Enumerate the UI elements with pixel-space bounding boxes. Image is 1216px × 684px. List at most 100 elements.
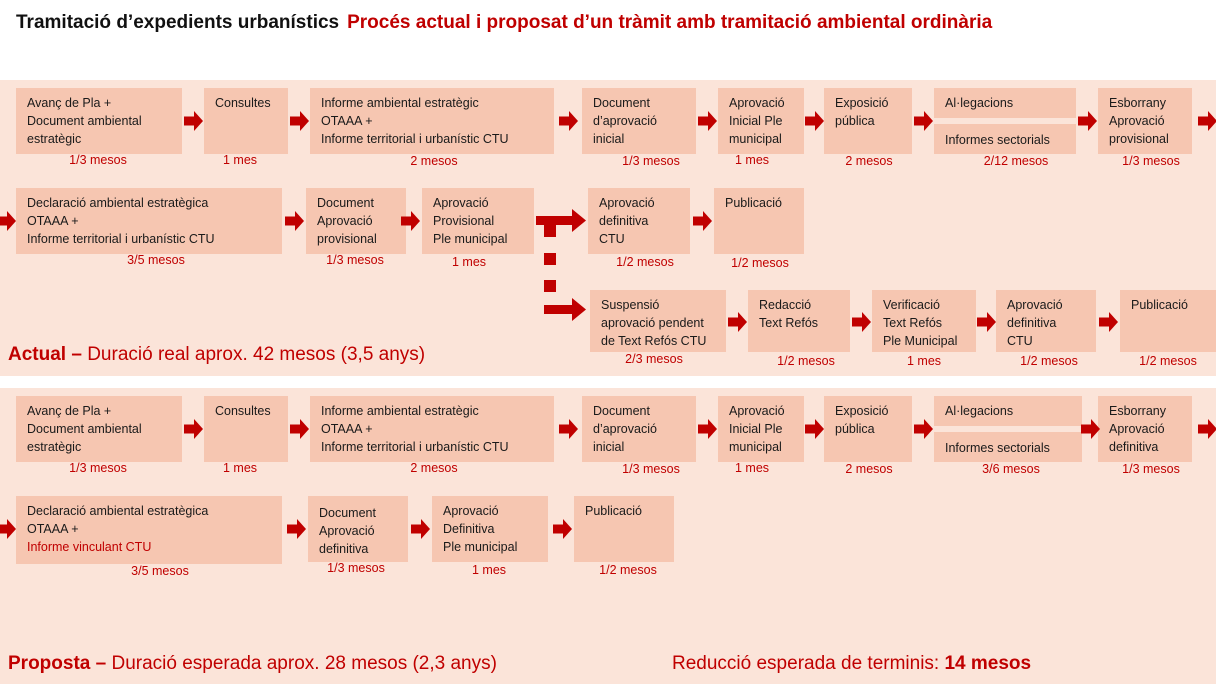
actual-dur-avanc: 1/3 mesos	[69, 153, 127, 167]
actual-dur-suspensio: 2/3 mesos	[625, 352, 683, 366]
actual-step-aprovacio-definitiva-ctu: Aprovació definitiva CTU	[588, 188, 690, 254]
arrow-icon	[401, 211, 420, 231]
proposta-label-bold: Proposta –	[8, 653, 107, 674]
arrow-icon	[698, 419, 717, 439]
page-title: Tramitació d’expedients urbanístics Procé…	[16, 12, 992, 34]
actual-step-aprovacio-provisional: Aprovació Provisional Ple municipal	[422, 188, 534, 254]
reduction-text: Reducció esperada de terminis:	[672, 653, 945, 674]
actual-step-aprovacio-definitiva-ctu-2: Aprovació definitiva CTU	[996, 290, 1096, 352]
proposta-dur-document-definitiva: 1/3 mesos	[327, 561, 385, 575]
actual-step-declaracio: Declaració ambiental estratègica OTAAA +…	[16, 188, 282, 254]
arrow-icon	[693, 211, 712, 231]
title-main: Tramitació d’expedients urbanístics	[16, 12, 340, 33]
proposta-step-consultes: Consultes	[204, 396, 288, 462]
actual-dur-consultes: 1 mes	[222, 153, 258, 167]
arrow-icon	[914, 111, 933, 131]
actual-dur-informe: 2 mesos	[410, 154, 458, 168]
actual-dur-allegacions: 2/12 mesos	[983, 154, 1049, 168]
actual-dur-aprovacio-provisional: 1 mes	[451, 255, 487, 269]
actual-dur-publicacio: 1/2 mesos	[731, 256, 789, 270]
proposta-dur-declaracio: 3/5 mesos	[131, 564, 189, 578]
actual-step-informes-sectorials: Informes sectorials	[934, 124, 1076, 154]
actual-dur-esborrany: 1/3 mesos	[1122, 154, 1180, 168]
arrow-icon	[553, 519, 572, 539]
title-sub: Procés actual i proposat d’un tràmit amb…	[347, 12, 993, 33]
arrow-icon	[572, 209, 586, 232]
proposta-dur-aprovacio-definitiva: 1 mes	[471, 563, 507, 577]
arrow-icon	[1078, 111, 1097, 131]
dash-segment	[544, 280, 556, 292]
actual-label-text: Duració real aprox. 42 mesos (3,5 anys)	[81, 344, 426, 365]
actual-step-consultes: Consultes	[204, 88, 288, 154]
proposta-dur-esborrany: 1/3 mesos	[1122, 462, 1180, 476]
dash-segment	[544, 253, 556, 265]
actual-step-redaccio: Redacció Text Refós	[748, 290, 850, 352]
arrow-icon	[1198, 111, 1216, 131]
proposta-step-esborrany: Esborrany Aprovació definitiva	[1098, 396, 1192, 462]
arrow-icon	[0, 211, 16, 231]
arrow-icon	[1081, 419, 1100, 439]
proposta-step-exposicio: Exposició pública	[824, 396, 912, 462]
proposta-step-document-aprovacio-inicial: Document d’aprovació inicial	[582, 396, 696, 462]
proposta-dur-publicacio: 1/2 mesos	[599, 563, 657, 577]
proposta-dur-consultes: 1 mes	[222, 461, 258, 475]
actual-dur-aprovacio-definitiva-2: 1/2 mesos	[1020, 354, 1078, 368]
actual-dur-document-provisional: 1/3 mesos	[326, 253, 384, 267]
arrow-icon	[290, 111, 309, 131]
arrow-icon	[411, 519, 430, 539]
actual-label: Actual – Duració real aprox. 42 mesos (3…	[8, 344, 425, 366]
proposta-dur-avanc: 1/3 mesos	[69, 461, 127, 475]
arrow-icon	[184, 419, 203, 439]
arrow-icon	[559, 419, 578, 439]
actual-dur-publicacio-2: 1/2 mesos	[1139, 354, 1197, 368]
actual-step-suspensio: Suspensió aprovació pendent de Text Refó…	[590, 290, 726, 352]
proposta-step-allegacions: Al·legacions	[934, 396, 1082, 426]
proposta-step-declaracio: Declaració ambiental estratègica OTAAA +…	[16, 496, 282, 564]
actual-step-exposicio: Exposició pública	[824, 88, 912, 154]
arrow-icon	[805, 419, 824, 439]
arrow-icon	[184, 111, 203, 131]
proposta-step-informe-ambiental: Informe ambiental estratègic OTAAA + Inf…	[310, 396, 554, 462]
actual-step-aprovacio-inicial: Aprovació Inicial Ple municipal	[718, 88, 804, 154]
arrow-icon	[914, 419, 933, 439]
proposta-dur-document-inicial: 1/3 mesos	[622, 462, 680, 476]
arrow-icon	[290, 419, 309, 439]
reduction-label: Reducció esperada de terminis: 14 mesos	[672, 653, 1031, 675]
proposta-dur-aprovacio-inicial: 1 mes	[734, 461, 770, 475]
actual-dur-declaracio: 3/5 mesos	[127, 253, 185, 267]
branch-line	[544, 305, 574, 314]
actual-step-esborrany: Esborrany Aprovació provisional	[1098, 88, 1192, 154]
proposta-declaracio-informe-vinculant: Informe vinculant CTU	[27, 540, 152, 554]
arrow-icon	[728, 312, 747, 332]
proposta-step-avanc: Avanç de Pla + Document ambiental estrat…	[16, 396, 182, 462]
actual-step-document-provisional: Document Aprovació provisional	[306, 188, 406, 254]
actual-step-publicacio-2: Publicació	[1120, 290, 1216, 352]
actual-step-verificacio: Verificació Text Refós Ple Municipal	[872, 290, 976, 352]
actual-label-bold: Actual –	[8, 344, 82, 365]
arrow-icon	[1198, 419, 1216, 439]
proposta-dur-informe: 2 mesos	[410, 461, 458, 475]
arrow-icon	[698, 111, 717, 131]
proposta-label-text: Duració esperada aprox. 28 mesos (2,3 an…	[106, 653, 497, 674]
proposta-step-publicacio: Publicació	[574, 496, 674, 562]
branch-line	[536, 216, 574, 225]
arrow-icon	[852, 312, 871, 332]
actual-step-publicacio: Publicació	[714, 188, 804, 254]
actual-step-allegacions: Al·legacions	[934, 88, 1076, 118]
arrow-icon	[1099, 312, 1118, 332]
actual-dur-aprovacio-inicial: 1 mes	[734, 153, 770, 167]
arrow-icon	[285, 211, 304, 231]
arrow-icon	[0, 519, 16, 539]
proposta-dur-exposicio: 2 mesos	[845, 462, 893, 476]
dash-segment	[544, 225, 556, 237]
actual-dur-exposicio: 2 mesos	[845, 154, 893, 168]
arrow-icon	[559, 111, 578, 131]
proposta-label: Proposta – Duració esperada aprox. 28 me…	[8, 653, 497, 675]
actual-dur-redaccio: 1/2 mesos	[777, 354, 835, 368]
proposta-declaracio-text: Declaració ambiental estratègica OTAAA +	[27, 504, 209, 536]
arrow-icon	[287, 519, 306, 539]
arrow-icon	[805, 111, 824, 131]
actual-dur-aprovacio-definitiva: 1/2 mesos	[616, 255, 674, 269]
actual-step-document-aprovacio-inicial: Document d’aprovació inicial	[582, 88, 696, 154]
